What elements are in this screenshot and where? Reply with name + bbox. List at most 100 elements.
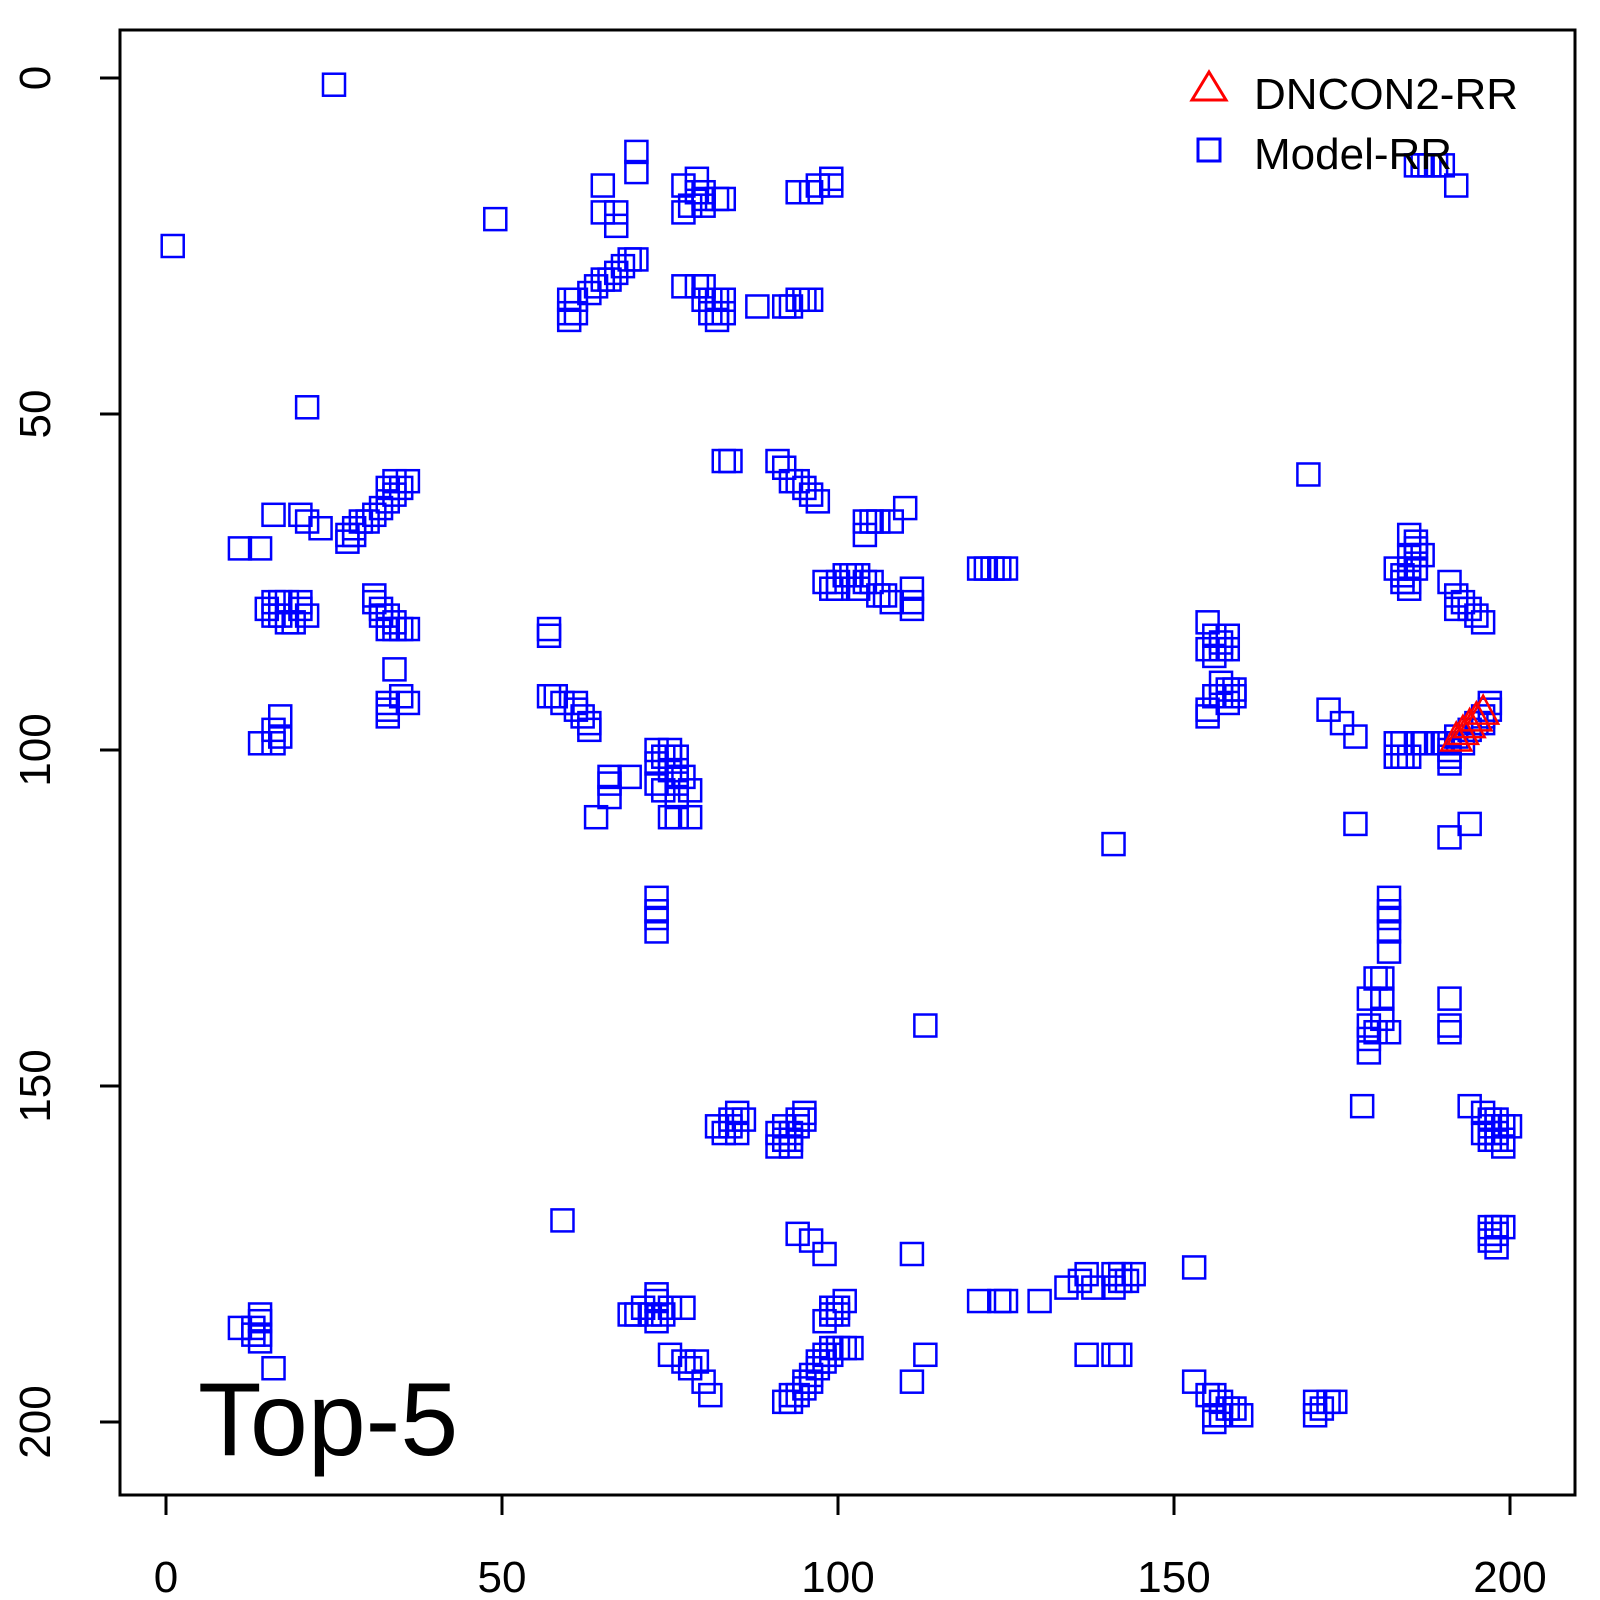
model-rr-point [630, 1295, 656, 1321]
model-rr-point [362, 502, 387, 528]
model-rr-point [1054, 1275, 1079, 1300]
model-rr-point [1464, 603, 1489, 628]
model-rr-point [375, 603, 401, 628]
model-rr-point [1074, 1261, 1099, 1287]
model-rr-point [671, 1295, 696, 1321]
model-rr-point [677, 804, 703, 830]
model-rr-point [1027, 1288, 1052, 1314]
model-rr-point [691, 1369, 716, 1394]
model-rr-point [792, 1100, 817, 1126]
model-rr-point [644, 737, 669, 763]
model-rr-point [1356, 986, 1382, 1011]
model-rr-point [341, 522, 367, 548]
model-rr-point [1302, 1403, 1328, 1428]
model-rr-point [1181, 1255, 1207, 1280]
model-rr-point [247, 536, 273, 561]
model-rr-point [388, 475, 414, 501]
model-rr-point [1430, 153, 1456, 178]
model-rr-point [288, 502, 313, 528]
model-rr-point [335, 529, 360, 554]
model-rr-point [664, 771, 689, 796]
model-rr-point [664, 804, 689, 830]
model-rr-point [597, 784, 622, 810]
model-rr-point [899, 576, 925, 601]
model-rr-point [1316, 697, 1341, 722]
model-rr-point [651, 1302, 676, 1327]
model-rr-point [798, 1362, 824, 1388]
model-rr-point [899, 1369, 925, 1394]
model-rr-point [859, 569, 884, 595]
model-rr-point [590, 173, 616, 198]
model-rr-point [1329, 710, 1355, 736]
model-rr-point [1437, 569, 1462, 595]
model-rr-point [1437, 1019, 1462, 1045]
model-rr-point [1343, 811, 1368, 837]
model-rr-point [724, 1100, 750, 1126]
model-rr-point [1450, 589, 1476, 615]
model-rr-point [382, 468, 407, 494]
model-rr-point [879, 589, 905, 615]
model-rr-point [1376, 885, 1402, 911]
model-rr-point [657, 1342, 683, 1368]
model-rr-point [1457, 1093, 1482, 1119]
model-rr-point [1396, 744, 1422, 769]
model-rr-point [1195, 610, 1220, 635]
model-rr-point [839, 1335, 864, 1361]
model-rr-point [247, 1329, 273, 1354]
model-rr-point [362, 589, 387, 615]
model-rr-point [651, 778, 676, 803]
model-rr-point [798, 287, 824, 313]
model-rr-point [563, 697, 589, 722]
model-rr-point [637, 1302, 663, 1327]
model-rr-point [624, 139, 649, 165]
model-rr-point [1363, 1019, 1388, 1045]
model-rr-point [765, 1134, 790, 1159]
legend-label-model-rr: Model-RR [1254, 130, 1452, 179]
model-rr-point [711, 300, 737, 326]
model-rr-point [899, 596, 925, 622]
model-rr-point [563, 300, 589, 326]
dncon2-rr-point [1466, 693, 1501, 725]
model-rr-point [845, 576, 871, 601]
model-rr-point [267, 603, 293, 628]
y-axis: 0 50 100 150 200 [11, 66, 122, 1459]
model-rr-point [603, 213, 629, 239]
model-rr-point [698, 1382, 723, 1408]
model-rr-point [771, 455, 797, 481]
model-rr-point [812, 1308, 837, 1334]
model-rr-point [1470, 610, 1496, 635]
model-rr-point [1491, 1134, 1516, 1159]
model-rr-point [1363, 966, 1388, 991]
model-rr-point [819, 173, 844, 198]
model-rr-point [1370, 1006, 1395, 1032]
model-rr-point [785, 1221, 810, 1247]
model-rr-point [993, 556, 1019, 581]
model-rr-point [798, 179, 824, 205]
model-rr-point [1356, 1013, 1382, 1038]
model-rr-point [1195, 636, 1220, 662]
model-rr-point [1356, 1026, 1382, 1052]
model-rr-point [785, 179, 810, 205]
y-tick-label: 50 [11, 390, 60, 439]
model-rr-point [664, 744, 689, 769]
model-rr-point [550, 690, 575, 716]
model-rr-point [375, 489, 401, 514]
model-rr-point [577, 280, 602, 306]
model-rr-point [550, 1208, 575, 1233]
model-rr-point [241, 1322, 266, 1347]
model-rr-point [718, 448, 743, 474]
legend-label-dncon2-rr: DNCON2-RR [1254, 70, 1518, 119]
model-rr-point [832, 1288, 857, 1314]
model-rr-point [556, 307, 582, 333]
model-rr-point [765, 448, 790, 474]
x-tick-label: 100 [801, 1553, 874, 1600]
model-rr-point [1457, 596, 1482, 622]
model-rr-point [664, 784, 689, 810]
model-rr-point [711, 287, 737, 313]
model-rr-point [644, 885, 669, 911]
model-rr-point [375, 704, 401, 729]
model-rr-point [274, 589, 300, 615]
model-rr-point [1309, 1396, 1335, 1421]
